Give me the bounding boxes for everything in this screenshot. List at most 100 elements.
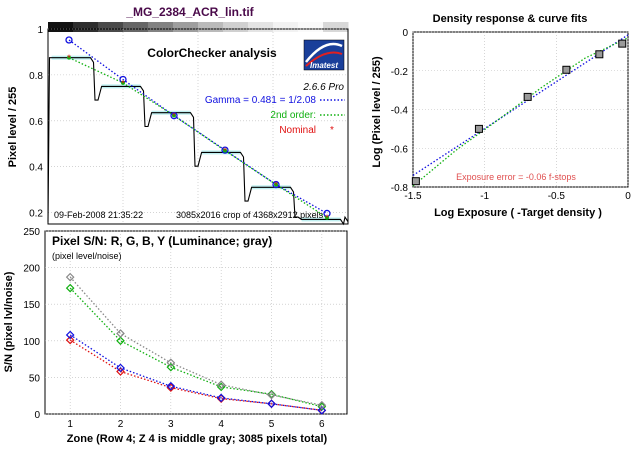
sn-ylabel: S/N (pixel lvl/noise) <box>3 271 15 372</box>
colorchecker-ytick-label: 0.6 <box>29 117 43 128</box>
colorchecker-ylabel: Pixel level / 255 <box>7 87 19 168</box>
step-strip-patch <box>273 22 299 32</box>
logo-text: Imatest <box>310 61 338 70</box>
step-strip-patch <box>148 22 174 32</box>
sn-point-y <box>267 390 276 400</box>
density-point <box>474 124 483 133</box>
sn-point-g <box>166 362 176 372</box>
density-annotation: Exposure error = -0.06 f-stops <box>456 172 576 182</box>
sn-ytick-label: 100 <box>23 337 40 348</box>
sn-point-y <box>65 272 75 282</box>
density-point <box>595 50 604 59</box>
nominal-label: Nominal <box>279 125 316 136</box>
file-title: _MG_2384_ACR_lin.tif <box>125 5 254 19</box>
density-point <box>411 177 420 186</box>
sn-point-b <box>65 330 75 340</box>
sn-point-r <box>116 367 125 376</box>
density-xtick-label: -1 <box>480 191 489 202</box>
sn-xtick-label: 5 <box>269 419 275 430</box>
colorchecker-panel: 0.2 0.4 0.6 0.8 1 Pixel level / 255 ColorChe… <box>7 22 349 226</box>
sn-xtick-label: 4 <box>218 419 224 430</box>
density-ytick-label: -0.4 <box>391 106 409 117</box>
sn-series-line-y <box>69 276 322 406</box>
sn-ytick-label: 150 <box>23 300 40 311</box>
nominal-legend-marker: * <box>330 125 334 136</box>
sn-ytick-label: 0 <box>34 410 40 421</box>
sn-point-y <box>116 329 125 338</box>
gamma-point <box>221 146 229 154</box>
version-label: 2.6.6 Pro <box>302 82 344 93</box>
sn-xtick-label: 2 <box>118 419 124 430</box>
step-strip-patch <box>198 22 224 32</box>
sn-series-line-r <box>69 339 322 411</box>
step-strip-patch <box>98 22 124 32</box>
colorchecker-title: ColorChecker analysis <box>147 46 277 60</box>
sn-subtitle: (pixel level/noise) <box>52 251 122 261</box>
colorchecker-ytick-label: 0.2 <box>29 209 43 220</box>
density-ytick-label: -0.6 <box>391 144 409 155</box>
step-strip-patch <box>48 22 74 32</box>
sn-point-b <box>116 363 125 373</box>
sn-point-y <box>166 358 176 368</box>
gamma-point <box>65 36 73 44</box>
gamma-label: Gamma = 0.481 = 1/2.08 <box>205 95 317 106</box>
colorchecker-ytick-label: 1 <box>37 25 43 36</box>
density-point <box>523 92 532 101</box>
sn-xtick-label: 6 <box>319 419 325 430</box>
second-order-fit-line <box>68 57 328 219</box>
nominal-point: * <box>121 78 125 88</box>
sn-point-b <box>216 393 226 403</box>
nominal-point: * <box>172 111 176 121</box>
sn-ytick-label: 250 <box>23 227 40 238</box>
sn-xtick-label: 3 <box>168 419 174 430</box>
step-strip-patch <box>173 22 199 32</box>
second-order-point <box>223 148 227 153</box>
gamma-point <box>170 112 178 120</box>
nominal-point: * <box>274 180 278 190</box>
density-ytick-label: -0.2 <box>391 67 409 78</box>
nominal-point: * <box>223 146 227 156</box>
sn-point-y <box>216 380 226 390</box>
density-xlabel: Log Exposure ( -Target density ) <box>434 207 602 219</box>
sn-point-y <box>317 400 327 410</box>
sn-xtick-label: 1 <box>67 419 73 430</box>
step-strip <box>48 22 349 32</box>
sn-series-line-b <box>69 334 322 411</box>
step-strip-patch <box>248 22 274 32</box>
step-strip-patch <box>323 22 349 32</box>
footer-crop: 3085x2016 crop of 4368x2912 pixels <box>176 210 324 220</box>
sn-point-g <box>65 283 75 293</box>
density-point <box>618 39 627 48</box>
density-fit-line <box>412 37 629 187</box>
density-xtick-label: 0 <box>625 191 631 202</box>
step-strip-patch <box>123 22 149 32</box>
sn-panel: 1 2 3 4 5 6 0 50 100 150 200 250 Pixel S/N: R, G, B… <box>3 227 348 445</box>
density-ytick-label: -0.8 <box>391 183 409 194</box>
second-order-point <box>325 215 329 220</box>
second-order-point <box>121 80 125 85</box>
sn-point-b <box>317 405 327 415</box>
density-ytick-label: 0 <box>402 28 408 39</box>
sn-ytick-label: 50 <box>29 373 41 384</box>
density-fit-line <box>412 34 629 176</box>
sn-point-b <box>166 381 176 391</box>
density-ylabel: Log (Pixel level / 255) <box>371 56 383 168</box>
footer-date: 09-Feb-2008 21:35:22 <box>54 210 143 220</box>
second-order-label: 2nd order: <box>270 110 316 121</box>
sn-point-r <box>65 335 75 345</box>
sn-ytick-label: 200 <box>23 264 40 275</box>
sn-xlabel: Zone (Row 4; Z 4 is middle gray; 3085 pi… <box>67 433 328 445</box>
step-strip-patch <box>223 22 249 32</box>
sn-series-line-g <box>69 287 322 408</box>
imatest-logo: Imatest <box>303 39 345 71</box>
nominal-point: * <box>325 213 329 223</box>
second-order-point <box>172 113 176 118</box>
step-strip-patch <box>73 22 99 32</box>
colorchecker-ytick-label: 0.8 <box>29 71 43 82</box>
second-order-point <box>274 182 278 187</box>
gamma-point <box>272 180 280 189</box>
colorchecker-ytick-label: 0.4 <box>29 163 43 174</box>
second-order-point <box>67 55 71 60</box>
density-point <box>562 65 571 74</box>
